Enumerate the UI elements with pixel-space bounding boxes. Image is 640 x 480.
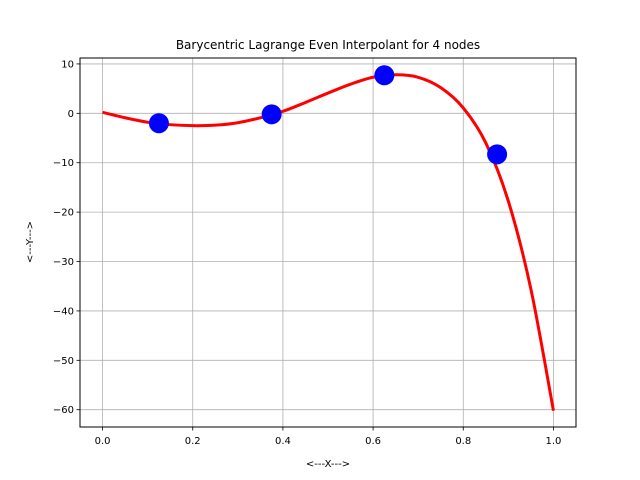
data-point — [261, 104, 282, 125]
x-tick-label: 0.2 — [185, 436, 201, 447]
interpolant-curve — [102, 73, 555, 411]
plot-frame — [79, 57, 577, 428]
grid-lines — [80, 58, 576, 427]
y-axis-label: <---Y---> — [25, 221, 36, 263]
x-axis-label: <---X---> — [306, 459, 350, 470]
x-tick-label: 0.6 — [365, 436, 381, 447]
chart-title: Barycentric Lagrange Even Interpolant fo… — [176, 38, 480, 52]
y-tick-label: −60 — [53, 405, 74, 416]
x-tick-label: 0.8 — [455, 436, 471, 447]
y-tick-label: −30 — [53, 257, 74, 268]
x-tick-label: 0.0 — [95, 436, 111, 447]
data-point — [487, 144, 508, 165]
data-point — [148, 113, 169, 134]
x-tick-label: 1.0 — [546, 436, 562, 447]
y-tick-label: −50 — [53, 356, 74, 367]
y-tick-label: −10 — [53, 158, 74, 169]
data-point — [374, 65, 395, 86]
series-points — [148, 65, 508, 165]
y-tick-label: −40 — [53, 306, 74, 317]
series-lines — [102, 73, 555, 411]
y-tick-label: 0 — [68, 109, 74, 120]
y-tick-label: 10 — [61, 59, 74, 70]
y-tick-label: −20 — [53, 208, 74, 219]
x-tick-label: 0.4 — [275, 436, 291, 447]
axis-ticks: 0.0 0.2 0.4 0.6 0.8 1.0 10 0 −10 −20 −30 −40 −50 −60 — [53, 59, 562, 447]
